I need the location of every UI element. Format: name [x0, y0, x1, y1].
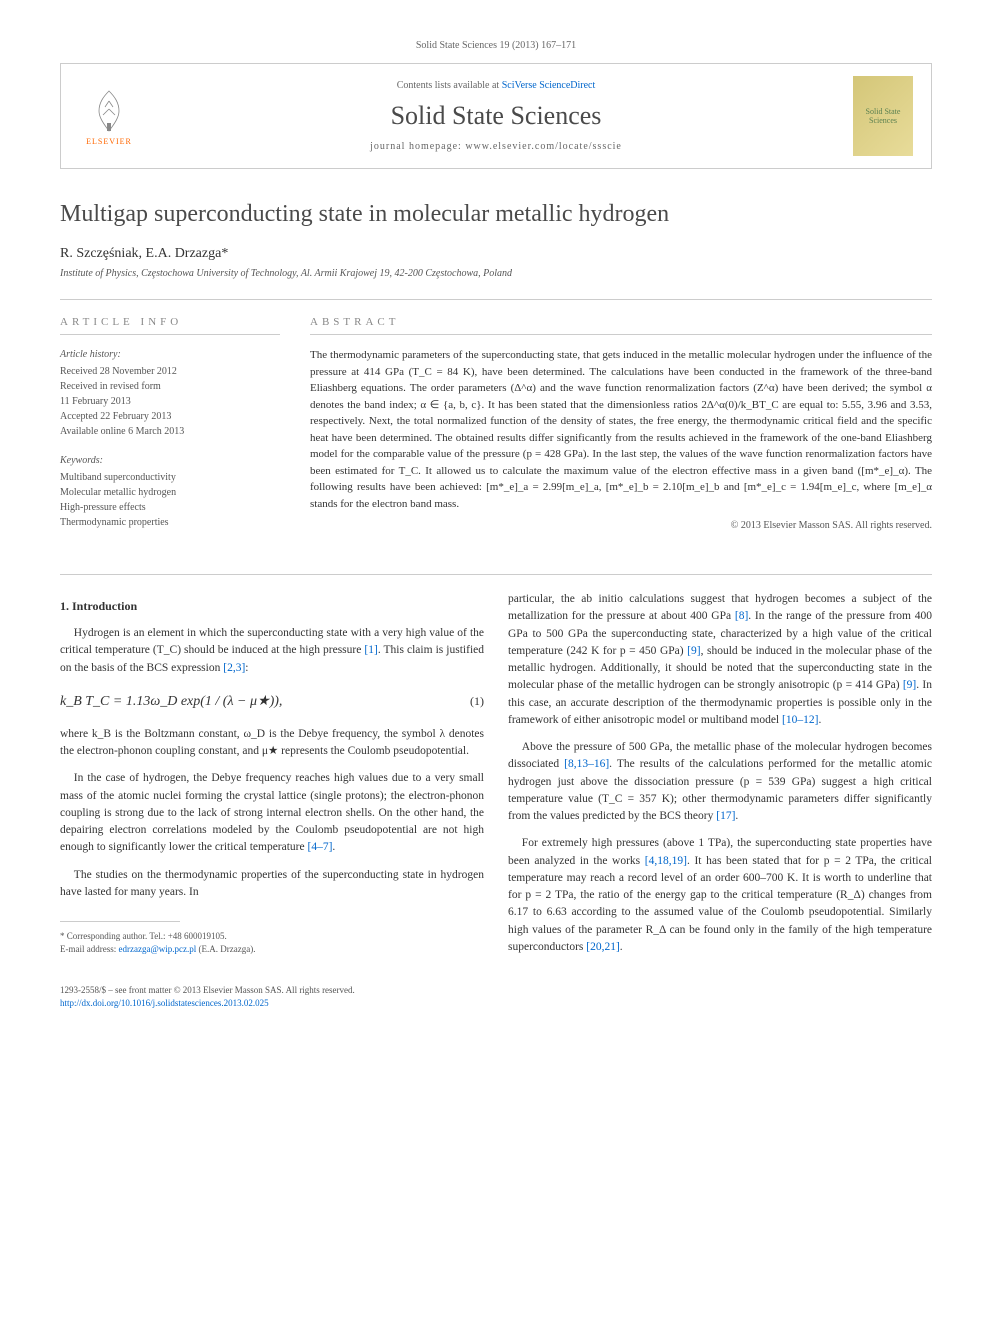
text: . It has been stated that for p = 2 TPa,… [508, 855, 932, 953]
paragraph: For extremely high pressures (above 1 TP… [508, 835, 932, 956]
paragraph: Hydrogen is an element in which the supe… [60, 625, 484, 677]
elsevier-tree-icon [85, 87, 133, 135]
ref-link[interactable]: [1] [364, 644, 377, 656]
info-abstract-row: ARTICLE INFO Article history: Received 2… [60, 316, 932, 544]
history-revised1: Received in revised form [60, 379, 280, 394]
keyword: High-pressure effects [60, 500, 280, 515]
issn-line: 1293-2558/$ – see front matter © 2013 El… [60, 984, 932, 997]
abstract-text: The thermodynamic parameters of the supe… [310, 347, 932, 512]
history-accepted: Accepted 22 February 2013 [60, 409, 280, 424]
homepage-prefix: journal homepage: [370, 141, 465, 152]
keyword: Molecular metallic hydrogen [60, 485, 280, 500]
ref-link[interactable]: [10–12] [782, 714, 818, 726]
article-title: Multigap superconducting state in molecu… [60, 199, 932, 230]
authors: R. Szczȩśniak, E.A. Drzazga* [60, 246, 932, 262]
corresponding-author: * Corresponding author. Tel.: +48 600019… [60, 930, 484, 943]
elsevier-text: ELSEVIER [86, 137, 132, 146]
doi-link[interactable]: http://dx.doi.org/10.1016/j.solidstatesc… [60, 998, 269, 1008]
keyword: Thermodynamic properties [60, 515, 280, 530]
ref-link[interactable]: [4–7] [307, 841, 332, 853]
keywords-block: Keywords: Multiband superconductivity Mo… [60, 453, 280, 530]
text: : [245, 662, 248, 674]
equation-number: (1) [470, 692, 484, 710]
footnote-separator [60, 921, 180, 922]
abstract-label: ABSTRACT [310, 316, 932, 335]
article-info-label: ARTICLE INFO [60, 316, 280, 335]
ref-link[interactable]: [9] [687, 645, 700, 657]
journal-name: Solid State Sciences [157, 101, 835, 131]
paragraph: The studies on the thermodynamic propert… [60, 867, 484, 902]
history-block: Article history: Received 28 November 20… [60, 347, 280, 439]
section-heading: 1. Introduction [60, 597, 484, 615]
ref-link[interactable]: [8] [735, 610, 748, 622]
body-columns: 1. Introduction Hydrogen is an element i… [60, 591, 932, 966]
ref-link[interactable]: [2,3] [223, 662, 245, 674]
paragraph: In the case of hydrogen, the Debye frequ… [60, 770, 484, 856]
ref-link[interactable]: [17] [716, 810, 735, 822]
bottom-bar: 1293-2558/$ – see front matter © 2013 El… [60, 984, 932, 1009]
text: . [332, 841, 335, 853]
contents-prefix: Contents lists available at [397, 80, 502, 91]
homepage-line: journal homepage: www.elsevier.com/locat… [157, 141, 835, 152]
divider [60, 299, 932, 300]
page: Solid State Sciences 19 (2013) 167–171 E… [0, 0, 992, 1049]
equation-1: k_B T_C = 1.13ω_D exp(1 / (λ − μ★)), (1) [60, 691, 484, 712]
journal-cover-thumb[interactable]: Solid State Sciences [853, 76, 913, 156]
email-link[interactable]: edrzazga@wip.pcz.pl [118, 944, 196, 954]
history-received: Received 28 November 2012 [60, 364, 280, 379]
ref-link[interactable]: [4,18,19] [645, 855, 687, 867]
homepage-url[interactable]: www.elsevier.com/locate/ssscie [465, 141, 622, 152]
right-column: particular, the ab initio calculations s… [508, 591, 932, 966]
history-heading: Article history: [60, 347, 280, 362]
elsevier-logo[interactable]: ELSEVIER [79, 81, 139, 151]
equation-body: k_B T_C = 1.13ω_D exp(1 / (λ − μ★)), [60, 691, 282, 712]
text: In the case of hydrogen, the Debye frequ… [60, 772, 484, 853]
paragraph: particular, the ab initio calculations s… [508, 591, 932, 729]
email-name: (E.A. Drzazga). [196, 944, 255, 954]
history-revised2: 11 February 2013 [60, 394, 280, 409]
paragraph: where k_B is the Boltzmann constant, ω_D… [60, 726, 484, 761]
abstract-copyright: © 2013 Elsevier Masson SAS. All rights r… [310, 520, 932, 531]
ref-link[interactable]: [20,21] [586, 941, 620, 953]
sciencedirect-link[interactable]: SciVerse ScienceDirect [502, 80, 596, 91]
divider [60, 574, 932, 575]
cover-text: Solid State Sciences [857, 107, 909, 125]
email-footnote: E-mail address: edrzazga@wip.pcz.pl (E.A… [60, 943, 484, 956]
paragraph: Above the pressure of 500 GPa, the metal… [508, 739, 932, 825]
article-info: ARTICLE INFO Article history: Received 2… [60, 316, 280, 544]
journal-header: ELSEVIER Contents lists available at Sci… [60, 63, 932, 169]
text: . [818, 714, 821, 726]
email-label: E-mail address: [60, 944, 118, 954]
text: . [735, 810, 738, 822]
affiliation: Institute of Physics, Czȩstochowa Univer… [60, 268, 932, 279]
keyword: Multiband superconductivity [60, 470, 280, 485]
ref-link[interactable]: [8,13–16] [564, 758, 609, 770]
header-center: Contents lists available at SciVerse Sci… [157, 80, 835, 152]
text: . [620, 941, 623, 953]
abstract-column: ABSTRACT The thermodynamic parameters of… [310, 316, 932, 544]
history-online: Available online 6 March 2013 [60, 424, 280, 439]
citation-line: Solid State Sciences 19 (2013) 167–171 [60, 40, 932, 51]
ref-link[interactable]: [9] [903, 679, 916, 691]
contents-line: Contents lists available at SciVerse Sci… [157, 80, 835, 91]
keywords-heading: Keywords: [60, 453, 280, 468]
left-column: 1. Introduction Hydrogen is an element i… [60, 591, 484, 966]
